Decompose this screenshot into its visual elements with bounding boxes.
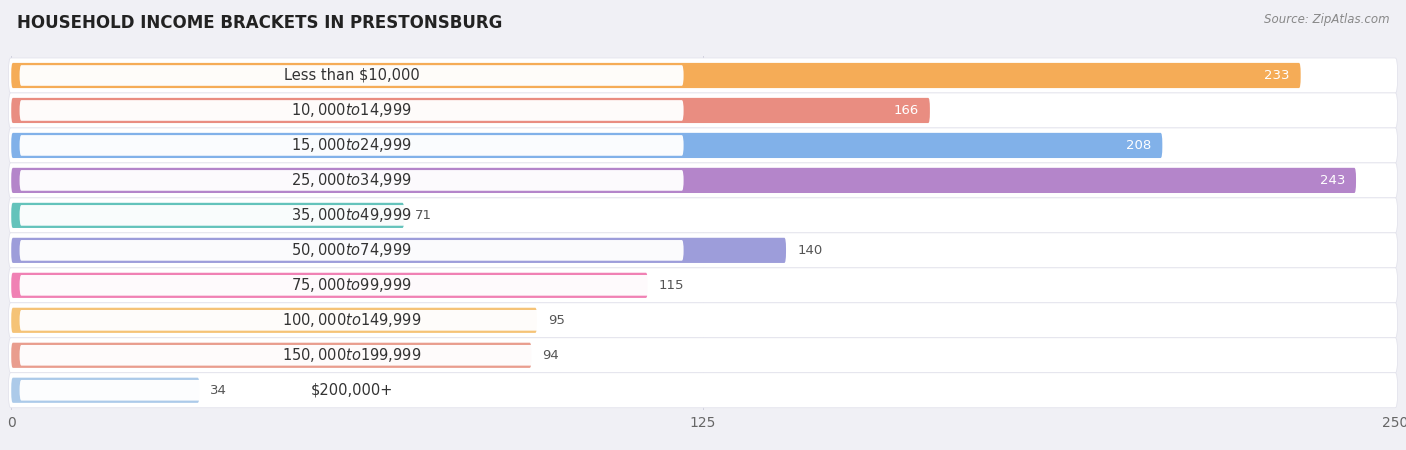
Text: Source: ZipAtlas.com: Source: ZipAtlas.com (1264, 14, 1389, 27)
FancyBboxPatch shape (20, 170, 683, 191)
Text: 71: 71 (415, 209, 432, 222)
Text: $100,000 to $149,999: $100,000 to $149,999 (281, 311, 422, 329)
Text: 115: 115 (659, 279, 685, 292)
FancyBboxPatch shape (8, 198, 1398, 233)
FancyBboxPatch shape (20, 380, 683, 400)
FancyBboxPatch shape (11, 378, 200, 403)
FancyBboxPatch shape (8, 58, 1398, 93)
FancyBboxPatch shape (20, 275, 683, 296)
FancyBboxPatch shape (11, 203, 404, 228)
Text: $50,000 to $74,999: $50,000 to $74,999 (291, 241, 412, 259)
FancyBboxPatch shape (20, 100, 683, 121)
FancyBboxPatch shape (8, 128, 1398, 163)
FancyBboxPatch shape (8, 303, 1398, 338)
Text: 233: 233 (1264, 69, 1289, 82)
FancyBboxPatch shape (8, 338, 1398, 373)
FancyBboxPatch shape (11, 273, 648, 298)
Text: 166: 166 (894, 104, 920, 117)
Text: Less than $10,000: Less than $10,000 (284, 68, 419, 83)
Text: $200,000+: $200,000+ (311, 383, 392, 398)
FancyBboxPatch shape (20, 65, 683, 86)
FancyBboxPatch shape (8, 268, 1398, 303)
Text: $150,000 to $199,999: $150,000 to $199,999 (281, 346, 422, 364)
Text: $35,000 to $49,999: $35,000 to $49,999 (291, 207, 412, 225)
FancyBboxPatch shape (11, 63, 1301, 88)
FancyBboxPatch shape (8, 163, 1398, 198)
FancyBboxPatch shape (20, 240, 683, 261)
FancyBboxPatch shape (11, 308, 537, 333)
Text: 140: 140 (797, 244, 823, 257)
Text: $15,000 to $24,999: $15,000 to $24,999 (291, 136, 412, 154)
FancyBboxPatch shape (8, 373, 1398, 408)
Text: $25,000 to $34,999: $25,000 to $34,999 (291, 171, 412, 189)
FancyBboxPatch shape (20, 345, 683, 365)
FancyBboxPatch shape (11, 133, 1163, 158)
FancyBboxPatch shape (11, 168, 1355, 193)
FancyBboxPatch shape (11, 238, 786, 263)
FancyBboxPatch shape (11, 98, 929, 123)
Text: 208: 208 (1126, 139, 1152, 152)
FancyBboxPatch shape (11, 343, 531, 368)
FancyBboxPatch shape (20, 205, 683, 226)
FancyBboxPatch shape (8, 93, 1398, 128)
Text: 94: 94 (543, 349, 560, 362)
FancyBboxPatch shape (20, 310, 683, 331)
FancyBboxPatch shape (8, 233, 1398, 268)
Text: 95: 95 (548, 314, 565, 327)
Text: 34: 34 (211, 384, 228, 397)
FancyBboxPatch shape (20, 135, 683, 156)
Text: $10,000 to $14,999: $10,000 to $14,999 (291, 101, 412, 119)
Text: $75,000 to $99,999: $75,000 to $99,999 (291, 276, 412, 294)
Text: 243: 243 (1320, 174, 1346, 187)
Text: HOUSEHOLD INCOME BRACKETS IN PRESTONSBURG: HOUSEHOLD INCOME BRACKETS IN PRESTONSBUR… (17, 14, 502, 32)
